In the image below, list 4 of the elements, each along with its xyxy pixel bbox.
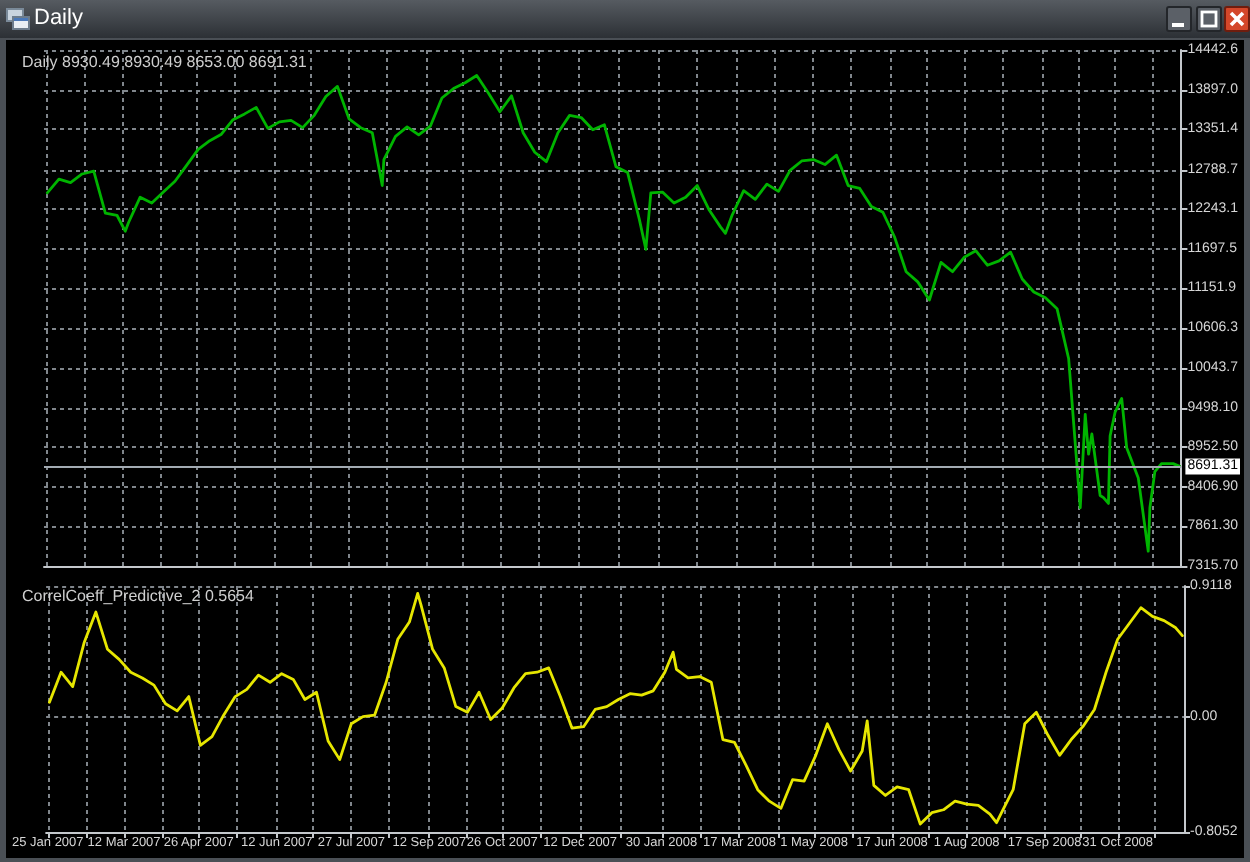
line-series [45,74,1182,553]
text: Daily [34,6,83,32]
chart-title: Daily 8930.49 8930.49 8653.00 8691.31 [22,53,308,71]
chart-title: CorrelCoeff_Predictive_2 0.5654 [22,587,255,605]
